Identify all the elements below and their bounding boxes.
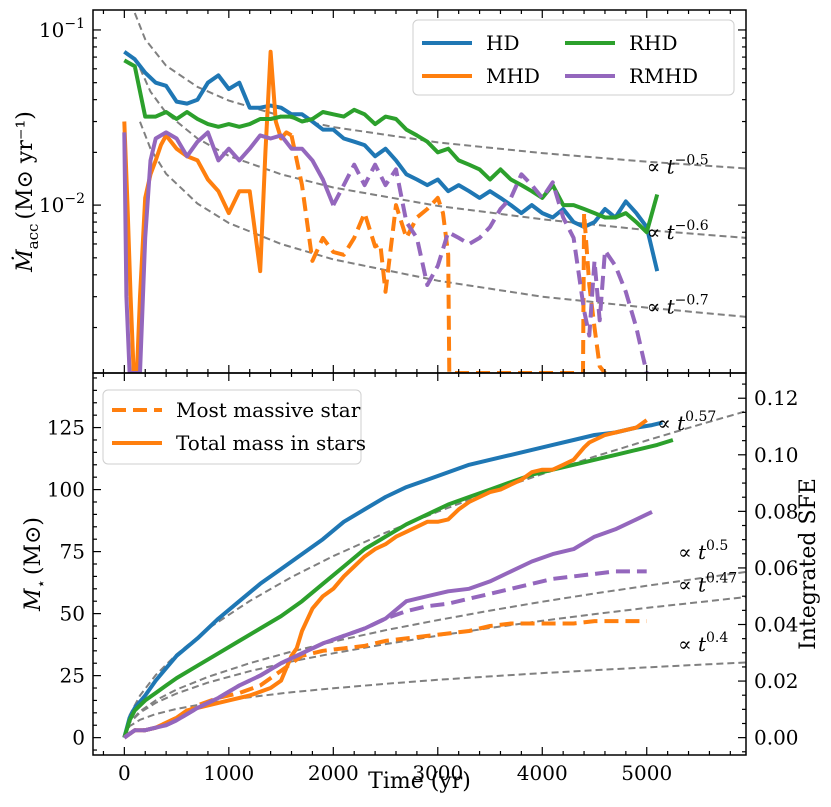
top-y-label-symbol: Ṁ [11, 249, 38, 273]
top-fit-label: ∝ t−0.6 [647, 218, 709, 244]
bottom-y-tick-label: 0 [72, 726, 85, 750]
bottom-fit-label: ∝ t0.47 [678, 570, 737, 596]
mass-rmhd-dashed-5 [123, 569, 647, 740]
fit-label-exp: −0.5 [675, 152, 709, 168]
x-tick-label: 3000 [412, 761, 463, 785]
x-tick-label: 4000 [517, 761, 568, 785]
top-y-tick-label: 10−2 [39, 191, 85, 217]
x-tick-label: 0 [118, 761, 131, 785]
fit-label-base: ∝ t [678, 540, 707, 564]
right-y-axis-label: Integrated SFE [796, 478, 821, 650]
x-tick-label: 1000 [203, 761, 254, 785]
x-tick-label: 5000 [621, 761, 672, 785]
fit-annotations: ∝ t−0.5∝ t−0.6∝ t−0.7∝ t0.57∝ t0.5∝ t0.4… [647, 152, 737, 656]
fit-label-exp: 0.4 [706, 630, 728, 646]
sfe-tick-label: 0.04 [754, 612, 799, 636]
bottom-fit-line-3 [123, 661, 746, 739]
fit-label-exp: −0.7 [675, 293, 709, 309]
sfe-tick-label: 0.12 [754, 386, 799, 410]
top-legend-box [412, 19, 735, 96]
legend-label-rmhd: RMHD [629, 64, 698, 88]
fit-label-base: ∝ t [647, 154, 676, 178]
bottom-y-label-sub: ⋆ [32, 579, 50, 588]
top-y-label-sub: acc [24, 224, 42, 250]
bottom-fit-label: ∝ t0.4 [678, 630, 728, 656]
top-y-axis-label: Ṁacc (M⊙ yr⁻¹) [11, 111, 42, 273]
legend-label-mhd: MHD [486, 64, 540, 88]
series-mhd-dashed-2 [289, 134, 607, 373]
sfe-tick-label: 0.00 [754, 726, 799, 750]
bottom-y-tick-label: 125 [47, 416, 85, 440]
series-rhd-solid-3 [123, 58, 660, 235]
mass-rhd-solid-1 [122, 438, 674, 739]
fit-label-base: ∝ t [678, 632, 707, 656]
bottom-y-tick-label: 100 [47, 478, 85, 502]
x-axis-label: Time (yr) [368, 769, 471, 794]
series-rmhd-dashed-5 [331, 162, 649, 373]
series-mhd-solid-1 [122, 49, 293, 373]
series-rmhd-solid-4 [122, 130, 336, 373]
bottom-fit-line-0 [123, 410, 746, 738]
top-y-tick-label: 10−1 [39, 16, 85, 42]
top-y-tick-base: 10 [39, 18, 64, 42]
sfe-tick-label: 0.02 [754, 669, 799, 693]
bottom-fit-label: ∝ t0.57 [657, 409, 716, 435]
mass-hd-solid-0 [122, 420, 663, 739]
sfe-tick-label: 0.06 [754, 556, 799, 580]
legend-label-total-mass: Total mass in stars [176, 431, 366, 455]
top-fit-line-2 [139, 121, 746, 318]
bottom-legend-box [102, 389, 362, 465]
legend-label-rhd: RHD [629, 31, 678, 55]
bottom-y-tick-label: 50 [60, 602, 85, 626]
bottom-fit-curves [123, 410, 746, 739]
fit-label-base: ∝ t [657, 411, 686, 435]
sfe-tick-label: 0.08 [754, 499, 799, 523]
mass-mhd-dashed-3 [123, 619, 647, 740]
legends: HD MHD RHD RMHD Most massive star Total mass … [102, 19, 735, 465]
bottom-y-label-units: (M⊙) [21, 517, 46, 575]
bottom-y-label-symbol: M [21, 588, 46, 612]
fit-label-exp: 0.57 [685, 409, 716, 425]
fit-label-exp: −0.6 [675, 218, 709, 234]
bottom-fit-line-2 [123, 596, 746, 738]
fit-label-base: ∝ t [647, 220, 676, 244]
axis-labels: Time (yr) Ṁacc (M⊙ yr⁻¹) M⋆ (M⊙) Integrated S… [11, 111, 821, 794]
bottom-fit-line-1 [123, 570, 746, 738]
legend-label-most-massive: Most massive star [176, 398, 361, 422]
fit-label-exp: 0.47 [706, 570, 737, 586]
bottom-y-tick-label: 25 [60, 664, 85, 688]
top-y-tick-exp: −2 [64, 191, 85, 207]
top-series-lines [122, 49, 660, 373]
top-y-label-units: (M⊙ yr⁻¹) [13, 111, 38, 220]
bottom-fit-label: ∝ t0.5 [678, 538, 728, 564]
top-fit-label: ∝ t−0.7 [647, 293, 709, 319]
fit-label-base: ∝ t [678, 572, 707, 596]
bottom-y-axis-label: M⋆ (M⊙) [21, 517, 50, 612]
sfe-tick-label: 0.10 [754, 443, 799, 467]
bottom-series-lines [122, 418, 674, 740]
x-tick-label: 2000 [308, 761, 359, 785]
fit-label-exp: 0.5 [706, 538, 728, 554]
top-fit-label: ∝ t−0.5 [647, 152, 709, 178]
series-hd-solid-0 [123, 50, 660, 272]
legend-label-hd: HD [486, 31, 519, 55]
fit-label-base: ∝ t [647, 295, 676, 319]
bottom-y-tick-label: 75 [60, 540, 85, 564]
mass-mhd-solid-2 [123, 418, 648, 740]
top-y-tick-exp: −1 [64, 16, 85, 32]
top-y-tick-base: 10 [39, 193, 64, 217]
axis-ticks: 0 1000 2000 3000 4000 500010−110−202550751001… [39, 10, 799, 785]
